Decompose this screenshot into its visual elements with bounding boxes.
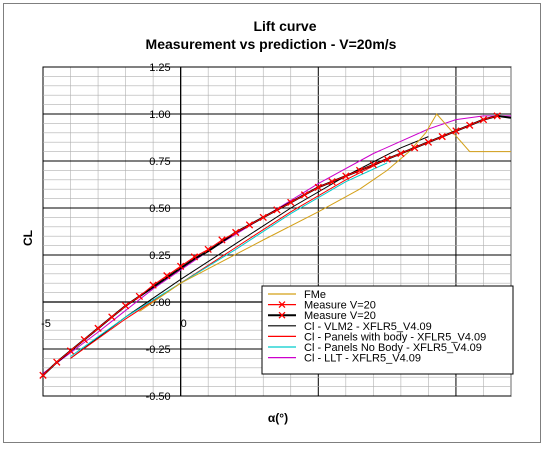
- data-point-marker: [245, 221, 254, 229]
- series-1: [39, 112, 501, 379]
- data-point-marker: [135, 292, 144, 301]
- series-0: [139, 113, 511, 312]
- data-point-marker: [493, 112, 501, 120]
- series-layer: [39, 112, 512, 379]
- series-line: [70, 162, 388, 357]
- data-point-marker: [163, 272, 171, 280]
- y-axis-ticks: -0.50-0.250.000.250.500.751.001.25: [146, 62, 181, 403]
- legend-marker: [278, 311, 286, 319]
- series-line: [42, 115, 498, 376]
- legend-box: [261, 285, 514, 375]
- series-4: [70, 158, 388, 359]
- data-point-marker: [232, 228, 240, 237]
- data-point-marker: [369, 161, 378, 169]
- x-axis-ticks: -5 0: [41, 318, 187, 330]
- data-point-marker: [190, 253, 199, 261]
- chart-title: Lift curve: [253, 18, 316, 34]
- series-3: [70, 136, 429, 359]
- chart-subtitle: Measurement vs prediction - V=20m/s: [146, 36, 397, 52]
- series-6: [42, 115, 511, 374]
- data-point-marker: [466, 121, 474, 129]
- data-point-marker: [108, 313, 116, 321]
- data-point-marker: [438, 132, 446, 141]
- y-tick-label: 0.50: [149, 203, 170, 215]
- legend-marker: [278, 301, 286, 309]
- data-point-marker: [383, 155, 391, 163]
- y-tick-label: -0.50: [146, 391, 171, 403]
- y-tick-label: 0.25: [149, 250, 170, 262]
- series-line: [42, 115, 511, 374]
- series-line: [70, 136, 429, 359]
- series-5: [70, 162, 388, 357]
- data-point-marker: [342, 172, 350, 180]
- data-point-marker: [53, 358, 61, 366]
- legend-label: FMe: [304, 289, 326, 301]
- data-point-marker: [218, 236, 226, 244]
- data-point-marker: [94, 324, 102, 332]
- data-point-marker: [176, 262, 185, 270]
- data-point-marker: [424, 138, 433, 146]
- legend-label: Cl - Panels No Body - XFLR5_V4.09: [304, 342, 482, 354]
- data-point-marker: [121, 302, 130, 310]
- y-tick-label: -0.25: [146, 344, 171, 356]
- data-point-marker: [479, 115, 488, 124]
- data-point-marker: [328, 178, 336, 186]
- legend-label: Measure V=20: [304, 300, 376, 312]
- data-point-marker: [397, 149, 405, 158]
- y-tick-label: 1.25: [149, 62, 170, 74]
- y-tick-label: 0.75: [149, 156, 170, 168]
- data-point-marker: [287, 198, 295, 207]
- y-tick-label: 1.00: [149, 109, 170, 121]
- data-point-marker: [149, 281, 157, 289]
- data-point-marker: [80, 335, 88, 344]
- data-point-marker: [273, 206, 281, 214]
- legend-label: Cl - VLM2 - XFLR5_V4.09: [304, 321, 432, 333]
- data-point-marker: [452, 127, 460, 135]
- data-point-marker: [314, 183, 322, 191]
- series-line: [139, 113, 511, 312]
- x-tick-label: -5: [41, 318, 51, 330]
- data-point-marker: [66, 347, 75, 355]
- data-point-marker: [259, 213, 267, 222]
- data-point-marker: [300, 191, 309, 199]
- data-point-marker: [39, 371, 47, 379]
- data-point-marker: [355, 166, 364, 175]
- x-tick-label: 0: [181, 318, 187, 330]
- legend-label: Measure V=20: [304, 310, 376, 322]
- x-axis-label: α(°): [268, 411, 288, 425]
- series-line: [70, 158, 388, 359]
- data-point-marker: [410, 144, 419, 152]
- y-axis-label: CL: [21, 230, 35, 246]
- legend-label: Cl - Panels with body - XFLR5_V4.09: [304, 331, 486, 343]
- data-point-marker: [204, 245, 212, 254]
- legend-label: Cl - LLT - XFLR5_V4.09: [304, 353, 421, 365]
